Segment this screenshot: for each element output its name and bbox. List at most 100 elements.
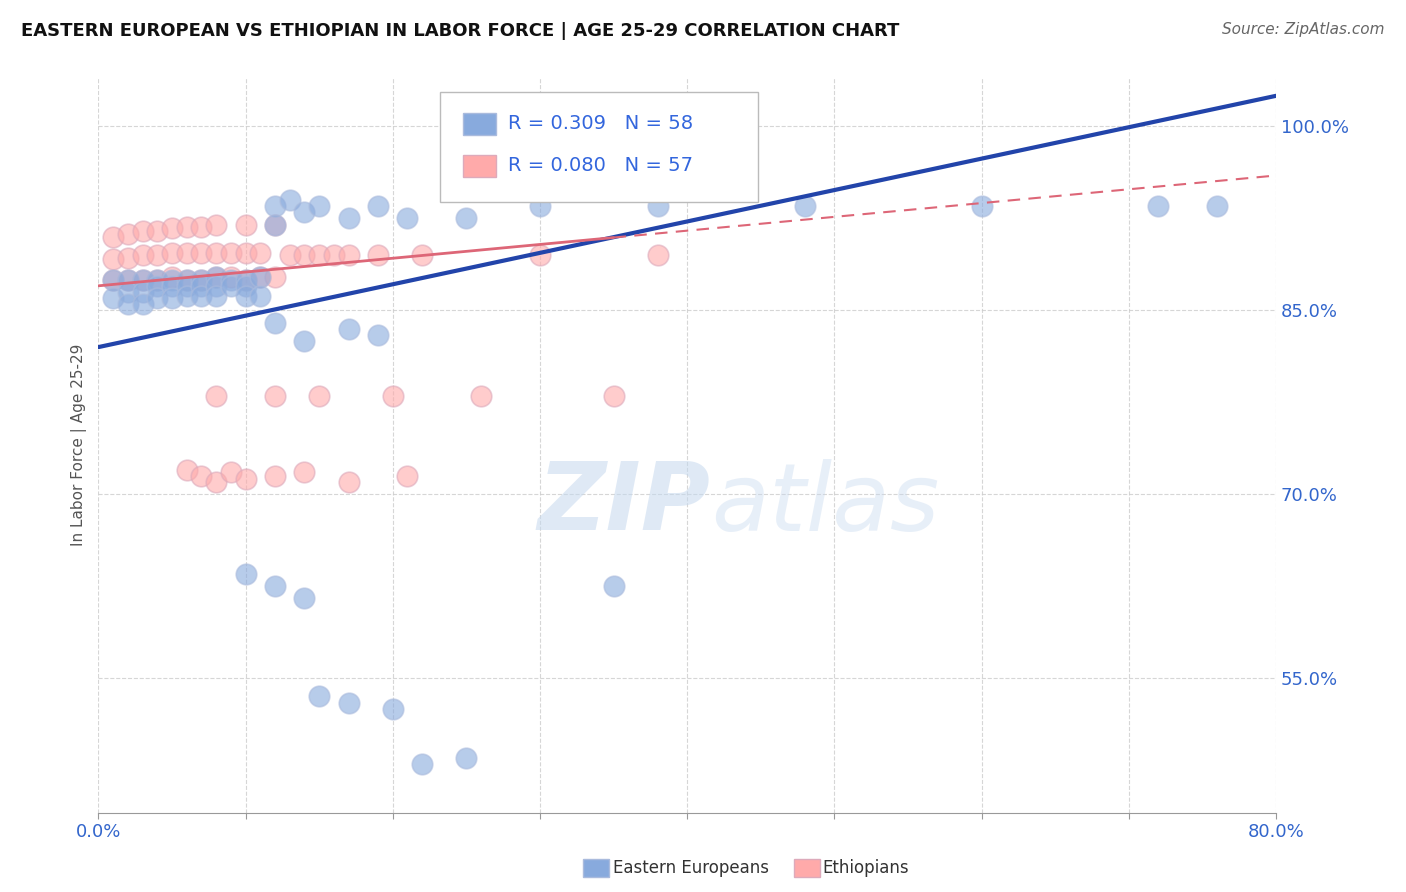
Point bbox=[205, 278, 228, 293]
Point bbox=[219, 245, 242, 260]
Point bbox=[131, 273, 153, 287]
Text: R = 0.309   N = 58: R = 0.309 N = 58 bbox=[508, 114, 693, 133]
Point bbox=[146, 291, 169, 305]
Point bbox=[264, 270, 287, 285]
Point bbox=[190, 278, 212, 293]
Point bbox=[235, 473, 257, 487]
Y-axis label: In Labor Force | Age 25-29: In Labor Force | Age 25-29 bbox=[72, 344, 87, 547]
Point bbox=[337, 322, 360, 336]
Point bbox=[219, 278, 242, 293]
Point bbox=[249, 288, 271, 302]
Point bbox=[146, 278, 169, 293]
Point bbox=[146, 224, 169, 238]
Point bbox=[160, 273, 183, 287]
Point bbox=[205, 288, 228, 302]
Point bbox=[367, 327, 389, 342]
Point bbox=[647, 199, 669, 213]
Point bbox=[176, 278, 198, 293]
Point bbox=[176, 273, 198, 287]
Point bbox=[101, 291, 124, 305]
Point bbox=[264, 199, 287, 213]
Point bbox=[190, 273, 212, 287]
Text: Source: ZipAtlas.com: Source: ZipAtlas.com bbox=[1222, 22, 1385, 37]
Point bbox=[294, 334, 316, 348]
Point bbox=[146, 273, 169, 287]
Point bbox=[1206, 199, 1229, 213]
Point bbox=[396, 211, 419, 226]
Point bbox=[647, 248, 669, 262]
Point bbox=[190, 219, 212, 234]
FancyBboxPatch shape bbox=[440, 92, 758, 202]
Point bbox=[529, 248, 551, 262]
Point bbox=[411, 248, 433, 262]
Point bbox=[970, 199, 993, 213]
Point bbox=[160, 221, 183, 235]
Point bbox=[456, 750, 478, 764]
Point bbox=[249, 245, 271, 260]
Point bbox=[190, 468, 212, 483]
Point bbox=[308, 248, 330, 262]
Point bbox=[249, 270, 271, 285]
Point bbox=[235, 273, 257, 287]
Point bbox=[190, 288, 212, 302]
Point bbox=[176, 273, 198, 287]
Point bbox=[101, 229, 124, 244]
Point bbox=[160, 270, 183, 285]
Point bbox=[367, 199, 389, 213]
FancyBboxPatch shape bbox=[464, 154, 496, 177]
Point bbox=[308, 690, 330, 704]
Point bbox=[205, 389, 228, 403]
Point bbox=[176, 245, 198, 260]
Point bbox=[101, 273, 124, 287]
Point bbox=[308, 389, 330, 403]
Point bbox=[205, 218, 228, 232]
Point bbox=[264, 579, 287, 593]
Point bbox=[337, 211, 360, 226]
Point bbox=[381, 702, 404, 716]
Point bbox=[470, 389, 492, 403]
Point bbox=[264, 389, 287, 403]
Point bbox=[367, 248, 389, 262]
Point bbox=[117, 297, 139, 311]
Point bbox=[160, 278, 183, 293]
Point bbox=[1147, 199, 1170, 213]
FancyBboxPatch shape bbox=[464, 112, 496, 135]
Point bbox=[146, 248, 169, 262]
Point bbox=[264, 218, 287, 232]
Point bbox=[101, 252, 124, 266]
Point bbox=[146, 273, 169, 287]
Point bbox=[117, 273, 139, 287]
Point bbox=[278, 248, 301, 262]
Point bbox=[219, 273, 242, 287]
Point bbox=[205, 270, 228, 285]
Point bbox=[235, 273, 257, 287]
Point bbox=[219, 270, 242, 285]
Text: R = 0.080   N = 57: R = 0.080 N = 57 bbox=[508, 156, 693, 175]
Point bbox=[205, 475, 228, 489]
Text: EASTERN EUROPEAN VS ETHIOPIAN IN LABOR FORCE | AGE 25-29 CORRELATION CHART: EASTERN EUROPEAN VS ETHIOPIAN IN LABOR F… bbox=[21, 22, 900, 40]
Point bbox=[131, 273, 153, 287]
Text: Eastern Europeans: Eastern Europeans bbox=[613, 859, 769, 877]
Point bbox=[322, 248, 344, 262]
Point bbox=[117, 227, 139, 242]
Point bbox=[190, 245, 212, 260]
Text: atlas: atlas bbox=[710, 458, 939, 549]
Point bbox=[308, 199, 330, 213]
Point bbox=[160, 245, 183, 260]
Point bbox=[190, 273, 212, 287]
Point bbox=[793, 199, 815, 213]
Point bbox=[337, 248, 360, 262]
Point bbox=[411, 756, 433, 771]
Point bbox=[602, 389, 624, 403]
Text: ZIP: ZIP bbox=[538, 458, 710, 550]
Point bbox=[278, 193, 301, 207]
Point bbox=[456, 211, 478, 226]
Point bbox=[235, 288, 257, 302]
Point bbox=[294, 205, 316, 219]
Point bbox=[396, 468, 419, 483]
Point bbox=[205, 270, 228, 285]
Point bbox=[131, 285, 153, 299]
Point bbox=[219, 465, 242, 479]
Point bbox=[249, 270, 271, 285]
Point bbox=[294, 248, 316, 262]
